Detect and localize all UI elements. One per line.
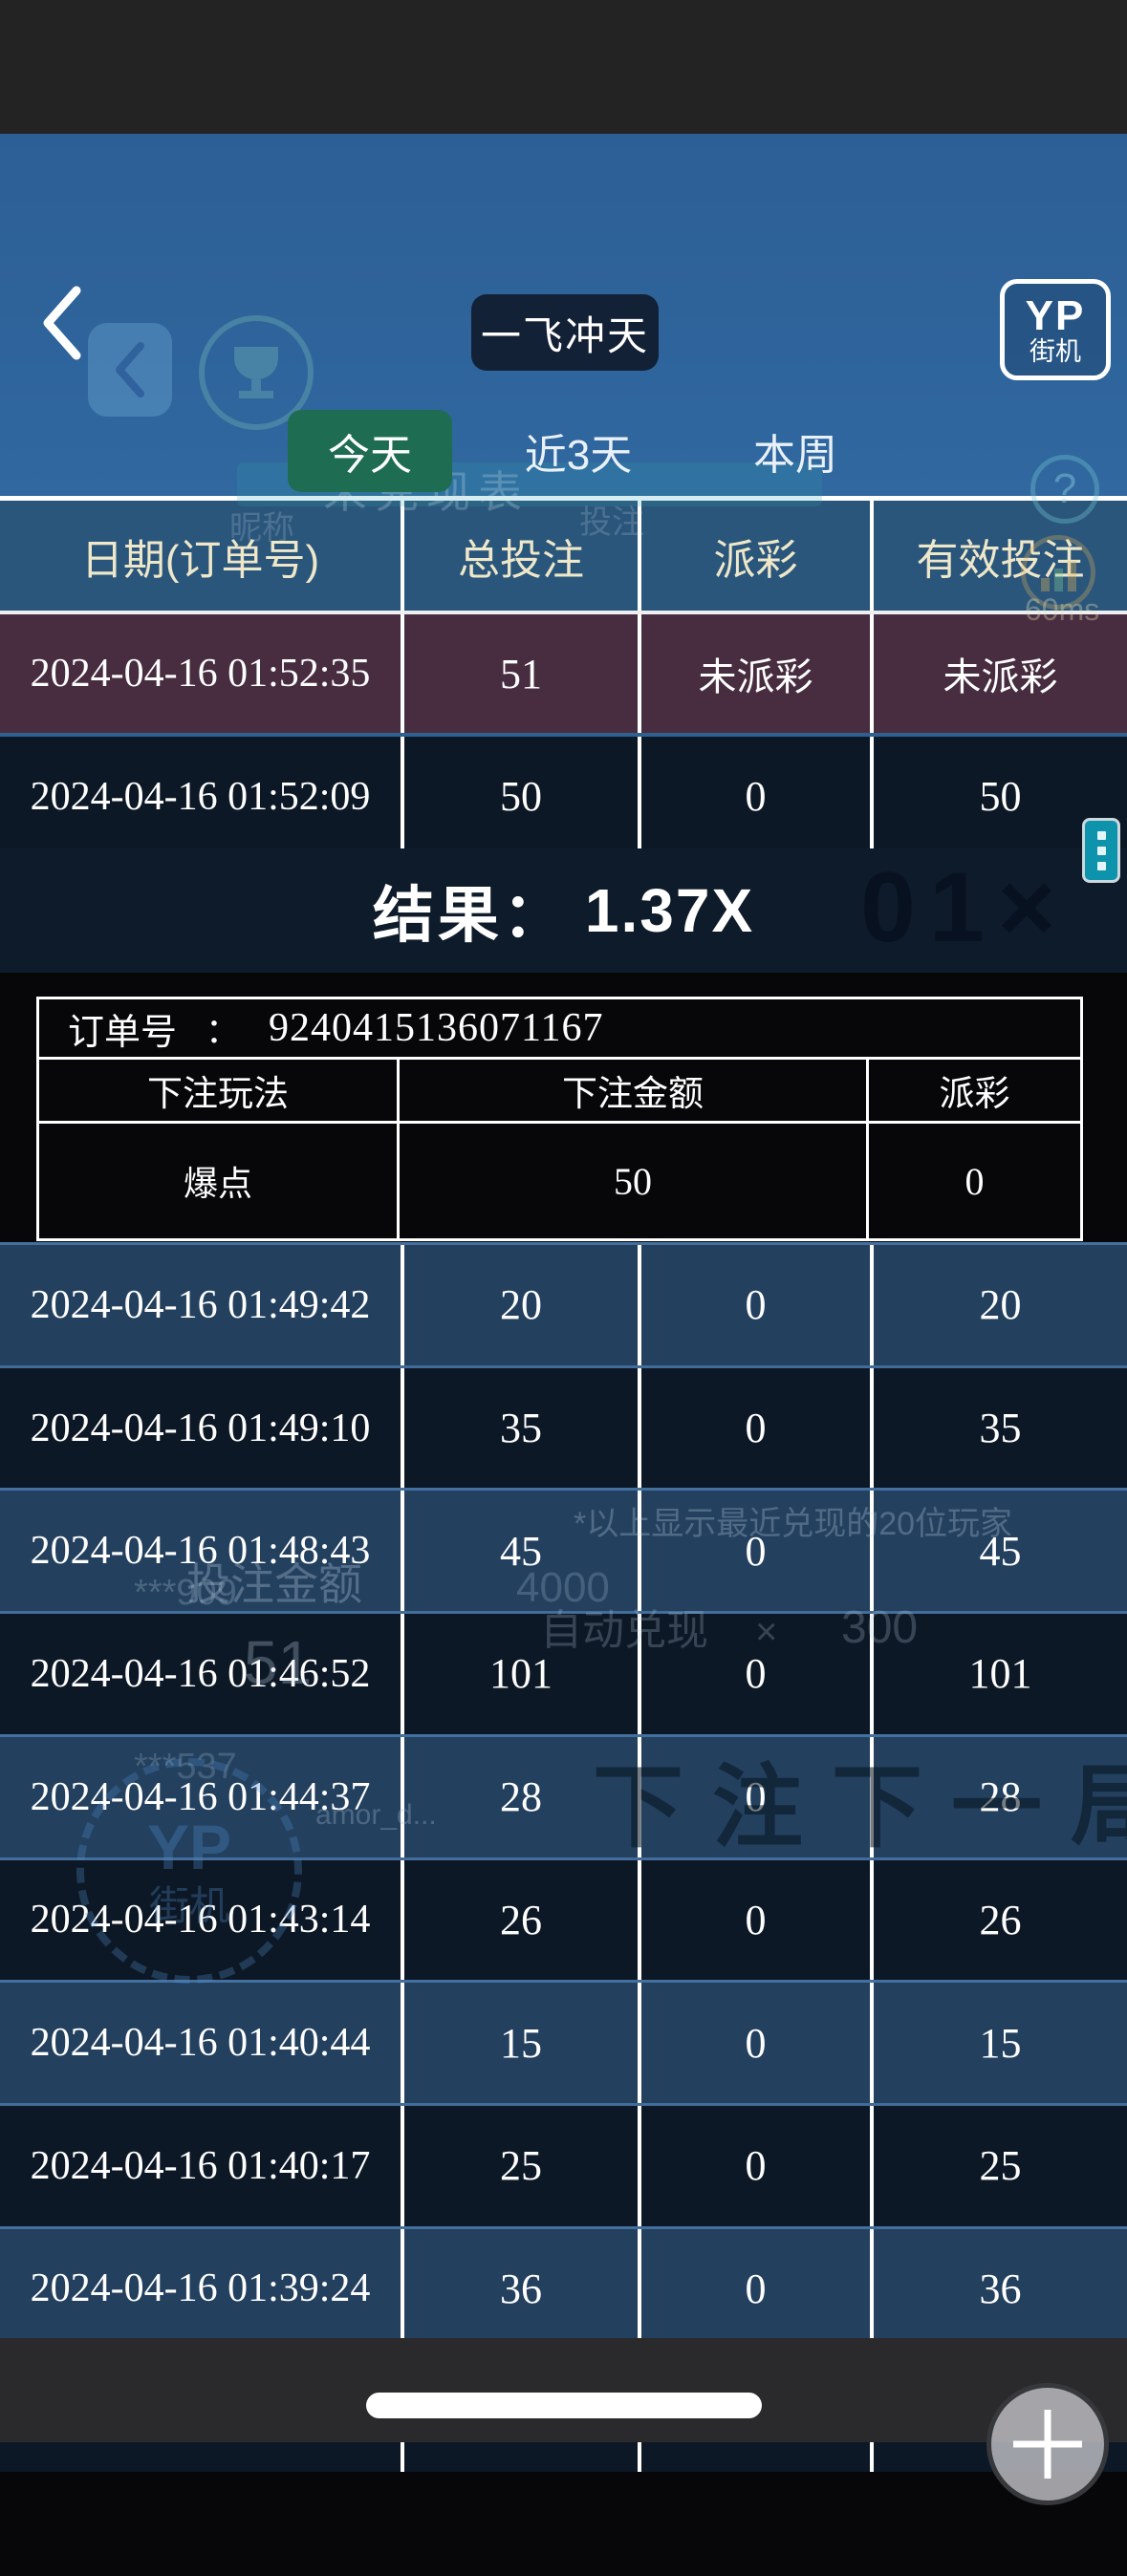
row-valid-bet: 15 (870, 1983, 1127, 2103)
ghost-chevron-left-icon (116, 342, 144, 397)
detail-header-payout: 派彩 (866, 1060, 1080, 1121)
order-no-value: 9240415136071167 (269, 1006, 604, 1050)
row-valid-bet: 101 (870, 1614, 1127, 1734)
row-total-bet: 101 (401, 1614, 638, 1734)
header-total-bet: 总投注 (401, 501, 638, 611)
history-rows-list: 2024-04-16 01:49:42 20 0 20 2024-04-16 0… (0, 1242, 1127, 2473)
row-total-bet: 25 (401, 2105, 638, 2226)
order-detail-panel: 订单号 ： 9240415136071167 下注玩法 下注金额 派彩 爆点 5… (0, 973, 1127, 1242)
logo-text-yp: YP (1025, 291, 1086, 339)
row-valid-bet: 45 (870, 1491, 1127, 1612)
order-no-separator: ： (206, 1011, 241, 1050)
history-row[interactable]: 2024-04-16 01:48:43 45 0 45 (0, 1488, 1127, 1612)
page-title: 一飞冲天 (471, 294, 659, 371)
logo-text-jieji: 街机 (1029, 336, 1081, 366)
yp-arcade-logo: YP 街机 (1000, 279, 1111, 380)
row-total-bet: 36 (401, 2228, 638, 2350)
row-valid-bet: 50 (870, 737, 1127, 856)
row-date: 2024-04-16 01:40:44 (30, 2021, 371, 2066)
history-row[interactable]: 2024-04-16 01:49:10 35 0 35 (0, 1364, 1127, 1489)
selected-bet-row[interactable]: 2024-04-16 01:52:09 50 0 50 (0, 733, 1127, 856)
history-row[interactable]: 2024-04-16 01:43:14 26 0 26 (0, 1857, 1127, 1981)
history-row[interactable]: 2024-04-16 01:39:24 36 0 36 (0, 2225, 1127, 2350)
row-total-bet: 20 (401, 1245, 638, 1365)
row-date: 2024-04-16 01:44:37 (30, 1774, 371, 1819)
add-button[interactable] (986, 2383, 1109, 2505)
row-date: 2024-04-16 01:49:10 (30, 1406, 371, 1450)
row-valid-bet: 36 (870, 2228, 1127, 2350)
row-date: 2024-04-16 01:43:14 (30, 1898, 371, 1943)
row-total-bet: 35 (401, 1367, 638, 1489)
row-total-bet: 50 (401, 737, 638, 856)
detail-header-amount: 下注金额 (397, 1060, 866, 1121)
row-date: 2024-04-16 01:52:35 (30, 652, 371, 696)
tab-today[interactable]: 今天 (288, 410, 452, 492)
row-date: 2024-04-16 01:40:17 (30, 2143, 371, 2188)
row-total-bet: 28 (401, 1736, 638, 1857)
row-menu-button[interactable] (1082, 818, 1120, 883)
back-button[interactable] (36, 283, 103, 375)
row-valid-bet: 25 (870, 2105, 1127, 2226)
detail-play-type: 爆点 (183, 1164, 252, 1203)
row-date: 2024-04-16 01:39:24 (30, 2266, 371, 2311)
row-payout: 0 (638, 737, 870, 856)
detail-bet-amount: 50 (614, 1159, 652, 1203)
row-payout: 0 (638, 1983, 870, 2103)
row-date: 2024-04-16 01:46:52 (30, 1651, 371, 1696)
table-header-row: 日期(订单号) 总投注 派彩 有效投注 (0, 501, 1127, 611)
row-valid-bet: 26 (870, 1859, 1127, 1981)
header-date: 日期(订单号) (80, 536, 320, 584)
tab-thisweek[interactable]: 本周 (753, 432, 837, 479)
order-detail-box: 订单号 ： 9240415136071167 下注玩法 下注金额 派彩 爆点 5… (36, 997, 1083, 1241)
row-payout: 未派彩 (638, 614, 870, 733)
row-total-bet: 45 (401, 1491, 638, 1612)
history-row[interactable]: 2024-04-16 01:44:37 28 0 28 (0, 1733, 1127, 1857)
tab-last3days[interactable]: 近3天 (524, 432, 633, 479)
result-label: 结果： (372, 881, 568, 950)
result-value: 1.37X (584, 876, 755, 945)
row-valid-bet: 20 (870, 1245, 1127, 1365)
date-range-tabs: 今天 近3天 本周 (0, 406, 1127, 496)
row-payout: 0 (638, 1614, 870, 1734)
row-valid-bet: 未派彩 (870, 614, 1127, 733)
bet-history-table: 日期(订单号) 总投注 派彩 有效投注 2024-04-16 01:52:35 … (0, 496, 1127, 856)
status-bar (0, 0, 1127, 134)
row-payout: 0 (638, 1859, 870, 1981)
row-valid-bet: 35 (870, 1367, 1127, 1489)
history-row[interactable]: 2024-04-16 01:46:52 101 0 101 (0, 1611, 1127, 1734)
detail-payout: 0 (964, 1159, 985, 1203)
row-total-bet: 15 (401, 1983, 638, 2103)
history-row[interactable]: 2024-04-16 01:40:44 15 0 15 (0, 1980, 1127, 2103)
row-payout: 0 (638, 1736, 870, 1857)
row-total-bet: 51 (401, 614, 638, 733)
row-date: 2024-04-16 01:49:42 (30, 1282, 371, 1327)
history-row[interactable]: 2024-04-16 01:49:42 20 0 20 (0, 1242, 1127, 1365)
home-indicator (366, 2393, 762, 2418)
row-valid-bet: 28 (870, 1736, 1127, 1857)
order-no-label: 订单号 (68, 1012, 178, 1053)
header-valid-bet: 有效投注 (870, 501, 1127, 611)
row-date: 2024-04-16 01:52:09 (30, 774, 371, 819)
app-background: ? YP 街机 未兑现表昵称投注60ms01×***9094000*以上显示最近… (0, 134, 1127, 2505)
row-payout: 0 (638, 1367, 870, 1489)
unsettled-bet-row[interactable]: 2024-04-16 01:52:35 51 未派彩 未派彩 (0, 611, 1127, 733)
header-payout: 派彩 (638, 501, 870, 611)
detail-header-play: 下注玩法 (147, 1074, 289, 1113)
page-title-label: 一飞冲天 (480, 312, 649, 358)
row-total-bet: 26 (401, 1859, 638, 1981)
bottom-system-bar (0, 2338, 1127, 2442)
chevron-left-icon (43, 286, 81, 360)
result-banner: 结果： 1.37X (0, 848, 1127, 973)
row-date: 2024-04-16 01:48:43 (30, 1529, 371, 1574)
row-payout: 0 (638, 2105, 870, 2226)
row-payout: 0 (638, 2228, 870, 2350)
row-payout: 0 (638, 1245, 870, 1365)
row-payout: 0 (638, 1491, 870, 1612)
history-row[interactable]: 2024-04-16 01:40:17 25 0 25 (0, 2102, 1127, 2226)
